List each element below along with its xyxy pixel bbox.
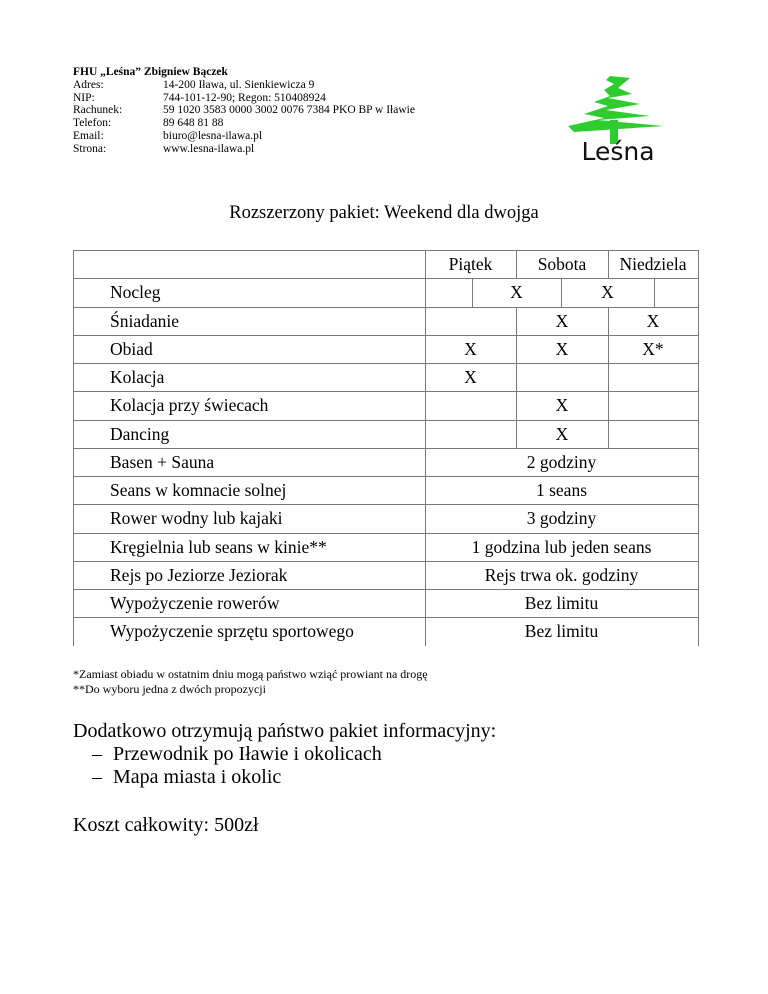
row-value: Bez limitu <box>524 593 599 613</box>
row-value: 2 godziny <box>526 451 597 472</box>
table-rule <box>73 419 699 421</box>
total-cost: Koszt całkowity: 500zł <box>73 814 259 836</box>
footnote-2: **Do wyboru jedna z dwóch propozycji <box>73 682 266 696</box>
table-rule <box>73 447 699 449</box>
field-label: Rachunek: <box>73 104 123 117</box>
field-value: 744-101-12-90; Regon: 510408924 <box>163 91 326 104</box>
field-value: 59 1020 3583 0000 3002 0076 7384 PKO BP … <box>163 104 415 117</box>
table-rule <box>698 250 699 646</box>
table-rule <box>608 250 609 279</box>
row-value: Rejs trwa ok. godziny <box>484 564 639 585</box>
company-name: FHU „Leśna” Zbigniew Bączek <box>73 66 228 78</box>
field-value: biuro@lesna-ilawa.pl <box>163 129 263 142</box>
row-label: Basen + Sauna <box>110 451 215 472</box>
table-rule <box>608 306 609 448</box>
table-rule <box>73 278 699 280</box>
table-rule <box>73 532 699 534</box>
row-label: Rower wodny lub kajaki <box>110 508 283 529</box>
column-header-day: Piątek <box>448 254 493 274</box>
row-label: Seans w komnacie solnej <box>110 480 287 500</box>
row-label: Kręgielnia lub seans w kinie** <box>110 536 327 557</box>
table-rule <box>73 334 699 336</box>
row-label: Kolacja przy świecach <box>110 395 269 416</box>
cell-mark: X <box>646 310 660 331</box>
cell-mark: X <box>555 423 569 444</box>
page-title: Rozszerzony pakiet: Weekend dla dwojga <box>229 203 539 223</box>
row-label: Dancing <box>110 423 170 444</box>
table-rule <box>516 306 517 448</box>
field-label: Telefon: <box>73 117 112 130</box>
field-label: NIP: <box>73 91 95 104</box>
table-rule <box>73 560 699 562</box>
logo-text: Leśna <box>581 137 654 166</box>
table-rule <box>73 306 699 308</box>
cell-mark: X <box>555 338 569 359</box>
tree-icon <box>568 76 664 144</box>
cell-mark: X <box>601 282 614 303</box>
extras-heading: Dodatkowo otrzymują państwo pakiet infor… <box>73 720 497 742</box>
row-label: Rejs po Jeziorze Jeziorak <box>110 564 288 585</box>
row-value: 1 seans <box>535 480 588 500</box>
column-header-day: Niedziela <box>619 254 687 274</box>
cell-mark: X <box>510 282 523 303</box>
lesna-logo: Leśna <box>568 76 664 166</box>
field-label: Strona: <box>73 142 107 155</box>
table-rule <box>73 617 699 619</box>
footnote-1: *Zamiast obiadu w ostatnim dniu mogą pań… <box>73 667 428 681</box>
row-label: Wypożyczenie rowerów <box>110 593 280 613</box>
row-label: Kolacja <box>110 367 165 387</box>
row-value: 3 godziny <box>526 508 597 529</box>
table-rule <box>73 391 699 393</box>
field-label: Email: <box>73 129 104 142</box>
table-rule <box>425 250 426 646</box>
row-label: Nocleg <box>110 282 161 303</box>
bullet-dash: – <box>92 743 102 765</box>
field-value: 14-200 Iława, ul. Sienkiewicza 9 <box>163 79 315 91</box>
row-label: Wypożyczenie sprzętu sportowego <box>110 621 354 642</box>
field-value: www.lesna-ilawa.pl <box>163 142 255 155</box>
cell-mark: X <box>555 310 569 331</box>
cell-mark: X* <box>642 338 664 359</box>
row-value: 1 godzina lub jeden seans <box>471 536 652 557</box>
row-label: Obiad <box>110 338 153 359</box>
field-label: Adres: <box>73 79 104 91</box>
cell-mark: X <box>464 367 477 387</box>
cell-mark: X <box>555 395 569 416</box>
table-rule <box>654 278 655 307</box>
extras-item: Przewodnik po Iławie i okolicach <box>113 743 382 765</box>
table-rule <box>561 278 562 307</box>
table-rule <box>73 476 699 477</box>
row-label: Śniadanie <box>110 310 180 331</box>
extras-item: Mapa miasta i okolic <box>113 766 282 788</box>
table-rule <box>73 250 74 646</box>
cell-mark: X <box>464 338 477 359</box>
bullet-dash: – <box>92 766 102 788</box>
column-header-day: Sobota <box>537 254 587 274</box>
row-value: Bez limitu <box>524 621 599 642</box>
table-rule <box>516 250 517 279</box>
table-rule <box>472 278 473 307</box>
table-rule <box>73 250 699 251</box>
table-rule <box>73 504 699 506</box>
table-rule <box>73 363 699 364</box>
field-value: 89 648 81 88 <box>163 117 224 130</box>
table-rule <box>73 589 699 590</box>
